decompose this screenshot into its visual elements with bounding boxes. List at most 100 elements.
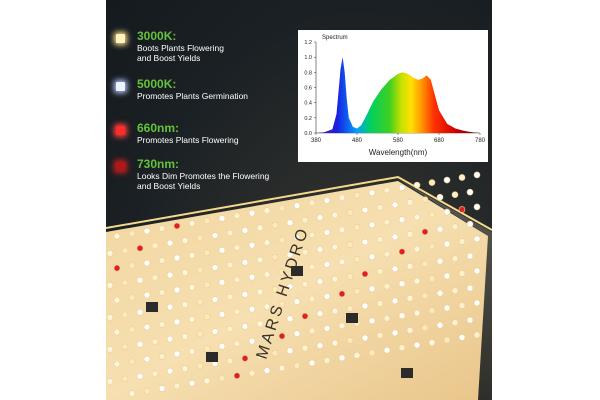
white-diode <box>473 267 481 275</box>
white-diode <box>143 259 151 267</box>
white-diode <box>353 224 361 231</box>
white-diode <box>241 323 249 330</box>
light-description: Promotes Plants Flowering <box>137 135 239 145</box>
white-diode <box>106 282 114 289</box>
white-diode <box>323 197 331 204</box>
white-diode <box>338 194 346 202</box>
white-diode <box>421 196 429 204</box>
led-color-icon <box>116 82 125 91</box>
white-diode <box>421 260 429 268</box>
light-type-label: 3000K: <box>137 29 177 43</box>
white-diode <box>263 207 271 214</box>
white-diode <box>158 321 166 328</box>
white-diode <box>218 278 226 286</box>
white-diode <box>241 227 249 234</box>
white-diode <box>263 271 271 278</box>
white-diode <box>391 233 399 241</box>
white-diode <box>361 206 369 214</box>
white-diode <box>338 322 346 330</box>
red-diode <box>136 244 144 252</box>
white-diode <box>473 331 481 339</box>
white-diode <box>241 291 249 298</box>
light-description: Boots Plants Flowering <box>137 43 224 53</box>
white-diode <box>346 273 354 280</box>
white-diode <box>428 275 436 282</box>
white-diode <box>458 302 466 309</box>
white-diode <box>143 227 151 235</box>
white-diode <box>286 219 294 227</box>
white-diode <box>158 225 166 232</box>
light-description: and Boost Yields <box>137 53 201 63</box>
legend-text: 730nm: Looks Dim Promotes the Flowering an… <box>137 158 269 192</box>
y-tick-label: 1.0 <box>304 55 312 61</box>
white-diode <box>218 246 226 254</box>
white-diode <box>323 229 331 236</box>
white-diode <box>233 340 241 348</box>
y-tick-label: 0.8 <box>304 70 312 76</box>
white-diode <box>308 295 316 303</box>
spectrum-area <box>316 57 480 133</box>
white-diode <box>211 264 219 271</box>
white-diode <box>181 365 189 372</box>
white-diode <box>173 254 181 262</box>
white-diode <box>188 252 196 259</box>
white-diode <box>443 304 451 312</box>
legend-text: 5000K: Promotes Plants Germination <box>137 78 248 102</box>
white-diode <box>376 204 384 211</box>
white-diode <box>391 329 399 337</box>
white-diode <box>128 326 136 333</box>
white-diode <box>383 218 391 226</box>
white-diode <box>166 335 174 343</box>
white-diode <box>271 317 279 325</box>
white-diode <box>293 330 301 337</box>
white-diode <box>248 337 256 345</box>
white-diode <box>166 239 174 247</box>
white-diode <box>203 377 211 385</box>
white-diode <box>211 328 219 335</box>
white-diode <box>443 208 451 216</box>
white-diode <box>203 217 211 225</box>
white-diode <box>466 316 474 324</box>
white-diode <box>128 262 136 269</box>
white-diode <box>413 309 421 317</box>
white-diode <box>151 338 159 345</box>
red-diode <box>113 264 121 272</box>
white-diode <box>271 253 279 261</box>
white-diode <box>473 235 481 243</box>
white-diode <box>316 214 324 221</box>
white-diode <box>301 248 309 256</box>
light-description: and Boost Yields <box>137 181 201 191</box>
white-diode <box>436 193 444 201</box>
white-diode <box>158 257 166 264</box>
red-diode <box>301 312 309 320</box>
white-diode <box>263 303 271 310</box>
white-diode <box>263 367 271 374</box>
white-diode <box>241 259 249 266</box>
white-diode <box>293 202 301 209</box>
white-diode <box>121 279 129 287</box>
white-diode <box>121 343 129 351</box>
white-diode <box>406 295 414 302</box>
white-diode <box>196 330 204 338</box>
white-diode <box>158 289 166 296</box>
white-diode <box>316 342 324 349</box>
white-diode <box>331 211 339 219</box>
white-diode <box>451 255 459 262</box>
white-diode <box>428 211 436 218</box>
white-diode <box>218 374 226 382</box>
driver-chip <box>291 266 303 276</box>
white-diode <box>211 296 219 303</box>
white-diode <box>278 204 286 212</box>
white-diode <box>173 382 181 390</box>
white-diode <box>188 220 196 227</box>
white-diode <box>218 214 226 222</box>
x-tick-label: 780 <box>475 138 486 144</box>
red-diode <box>421 228 429 236</box>
red-diode <box>458 206 466 213</box>
white-diode <box>286 347 294 355</box>
white-diode <box>196 266 204 274</box>
white-diode <box>308 327 316 335</box>
white-diode <box>226 293 234 301</box>
white-diode <box>136 308 144 316</box>
white-diode <box>368 317 376 325</box>
